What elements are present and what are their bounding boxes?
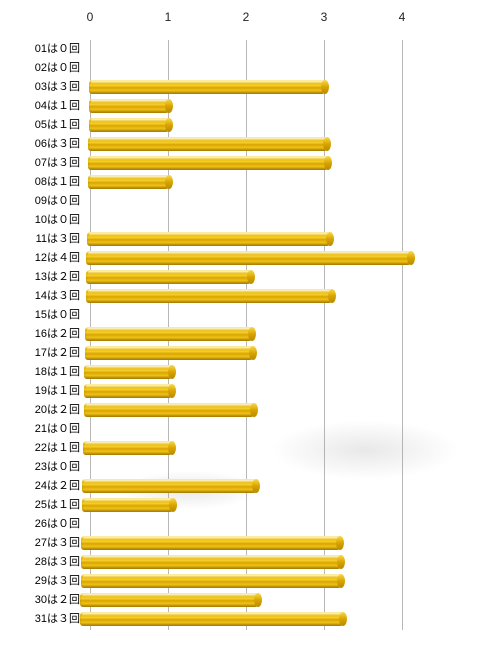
bar (85, 327, 252, 341)
chart-row: 08は１回 (0, 173, 502, 192)
row-label: 27は３回 (0, 534, 85, 553)
row-label: 05は１回 (0, 116, 85, 135)
bar (89, 80, 325, 94)
row-label: 15は０回 (0, 306, 85, 325)
chart-row: 31は３回 (0, 610, 502, 629)
row-label: 19は１回 (0, 382, 85, 401)
bar (82, 498, 173, 512)
row-label: 22は１回 (0, 439, 85, 458)
chart-row: 10は０回 (0, 211, 502, 230)
row-label: 25は１回 (0, 496, 85, 515)
row-label: 11は３回 (0, 230, 85, 249)
bar (86, 289, 332, 303)
chart-row: 07は３回 (0, 154, 502, 173)
row-label: 06は３回 (0, 135, 85, 154)
bar (85, 346, 253, 360)
chart-row: 01は０回 (0, 40, 502, 59)
bar (86, 270, 251, 284)
chart-row: 09は０回 (0, 192, 502, 211)
row-label: 16は２回 (0, 325, 85, 344)
bar (81, 555, 341, 569)
chart-row: 05は１回 (0, 116, 502, 135)
x-tick: 2 (243, 10, 250, 24)
row-label: 13は２回 (0, 268, 85, 287)
chart-row: 23は０回 (0, 458, 502, 477)
row-label: 12は４回 (0, 249, 85, 268)
bar (81, 574, 342, 588)
chart-row: 06は３回 (0, 135, 502, 154)
chart-row: 26は０回 (0, 515, 502, 534)
chart-row: 03は３回 (0, 78, 502, 97)
bar (88, 175, 170, 189)
x-tick: 1 (165, 10, 172, 24)
row-label: 24は２回 (0, 477, 85, 496)
chart-row: 14は３回 (0, 287, 502, 306)
row-label: 28は３回 (0, 553, 85, 572)
chart-row: 02は０回 (0, 59, 502, 78)
row-label: 08は１回 (0, 173, 85, 192)
chart-row: 11は３回 (0, 230, 502, 249)
chart-row: 29は３回 (0, 572, 502, 591)
bar (81, 536, 340, 550)
chart-row: 20は２回 (0, 401, 502, 420)
row-label: 14は３回 (0, 287, 85, 306)
chart-row: 25は１回 (0, 496, 502, 515)
row-label: 23は０回 (0, 458, 85, 477)
bar (82, 479, 255, 493)
x-tick: 0 (87, 10, 94, 24)
bar-chart-3d: 0 1 2 3 4 01は０回02は０回03は３回04は１回05は１回06は３回07は３… (0, 0, 502, 652)
chart-row: 30は２回 (0, 591, 502, 610)
chart-row: 12は４回 (0, 249, 502, 268)
row-label: 10は０回 (0, 211, 85, 230)
chart-row: 27は３回 (0, 534, 502, 553)
row-label: 18は１回 (0, 363, 85, 382)
chart-row: 17は２回 (0, 344, 502, 363)
bar (88, 156, 328, 170)
bar (89, 118, 169, 132)
bar (80, 612, 343, 626)
chart-row: 24は２回 (0, 477, 502, 496)
bar (84, 403, 254, 417)
row-label: 29は３回 (0, 572, 85, 591)
row-label: 07は３回 (0, 154, 85, 173)
row-label: 21は０回 (0, 420, 85, 439)
chart-row: 18は１回 (0, 363, 502, 382)
row-label: 02は０回 (0, 59, 85, 78)
chart-row: 21は０回 (0, 420, 502, 439)
chart-row: 15は０回 (0, 306, 502, 325)
row-label: 01は０回 (0, 40, 85, 59)
chart-row: 16は２回 (0, 325, 502, 344)
x-tick: 3 (321, 10, 328, 24)
row-label: 17は２回 (0, 344, 85, 363)
bar (83, 441, 172, 455)
chart-row: 13は２回 (0, 268, 502, 287)
row-label: 30は２回 (0, 591, 85, 610)
chart-row: 28は３回 (0, 553, 502, 572)
row-label: 09は０回 (0, 192, 85, 211)
bar (87, 232, 331, 246)
bar (84, 365, 171, 379)
row-label: 31は３回 (0, 610, 85, 629)
x-tick: 4 (399, 10, 406, 24)
bar (80, 593, 258, 607)
row-label: 04は１回 (0, 97, 85, 116)
row-label: 03は３回 (0, 78, 85, 97)
bar (84, 384, 172, 398)
row-label: 20は２回 (0, 401, 85, 420)
bar (88, 137, 327, 151)
chart-row: 22は１回 (0, 439, 502, 458)
chart-row: 04は１回 (0, 97, 502, 116)
row-label: 26は０回 (0, 515, 85, 534)
bar (89, 99, 169, 113)
chart-row: 19は１回 (0, 382, 502, 401)
bar (86, 251, 411, 265)
